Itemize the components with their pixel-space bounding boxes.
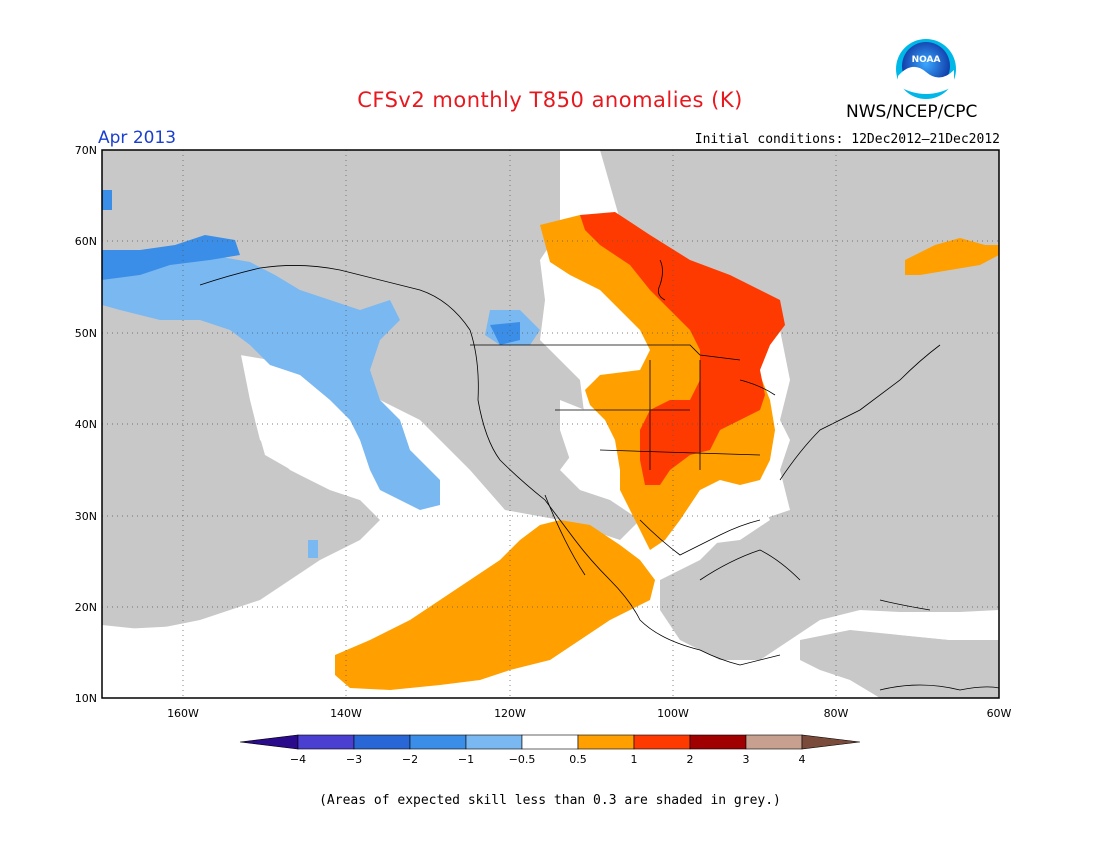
skill-note: (Areas of expected skill less than 0.3 a…	[319, 793, 781, 808]
colorbar-swatch	[353, 734, 411, 750]
colorbar-tick-label: 4	[799, 753, 806, 766]
lat-label: 50N	[75, 327, 97, 340]
coastlines	[199, 259, 999, 691]
colorbar-swatch	[297, 734, 355, 750]
lon-label: 100W	[657, 707, 689, 720]
lon-label: 80W	[824, 707, 849, 720]
colorbar-tick-label: 1	[631, 753, 638, 766]
colorbar-arrow-left	[239, 734, 299, 750]
colorbar-swatch	[577, 734, 635, 750]
lat-label: 70N	[75, 144, 97, 157]
colorbar-arrow-right	[801, 734, 861, 750]
lat-label: 40N	[75, 418, 97, 431]
colorbar-tick-label: 0.5	[569, 753, 587, 766]
map-area	[102, 150, 999, 698]
initial-conditions: Initial conditions: 12Dec2012–21Dec2012	[694, 132, 1000, 147]
positive-anomaly-area	[335, 212, 999, 690]
colorbar-swatch	[409, 734, 467, 750]
lat-label: 30N	[75, 510, 97, 523]
noaa-logo: NOAA	[896, 39, 956, 99]
noaa-logo-text: NOAA	[912, 55, 941, 65]
negative-anomaly-area	[102, 190, 540, 558]
colorbar-tick-label: −3	[346, 753, 362, 766]
lat-label: 20N	[75, 601, 97, 614]
longitude-labels: 160W 140W 120W 100W 80W 60W	[167, 707, 1011, 720]
lon-label: 140W	[330, 707, 362, 720]
forecast-period: Apr 2013	[98, 128, 177, 148]
colorbar-tick-label: −2	[402, 753, 418, 766]
colorbar-swatch	[689, 734, 747, 750]
colorbar-swatch	[465, 734, 523, 750]
colorbar-swatch	[521, 734, 579, 750]
colorbar-swatch	[633, 734, 691, 750]
latitude-labels: 70N 60N 50N 40N 30N 20N 10N	[75, 144, 97, 705]
colorbar-tick-label: −4	[290, 753, 306, 766]
lat-label: 10N	[75, 692, 97, 705]
colorbar-swatch	[745, 734, 803, 750]
agency-label: NWS/NCEP/CPC	[846, 102, 978, 122]
neutral-anomaly-area	[102, 265, 999, 698]
chart-title: CFSv2 monthly T850 anomalies (K)	[357, 88, 743, 112]
colorbar-tick-label: 3	[743, 753, 750, 766]
lon-label: 60W	[987, 707, 1012, 720]
colorbar-tick-label: 2	[687, 753, 694, 766]
colorbar-tick-label: −1	[458, 753, 474, 766]
colorbar-tick-label: −0.5	[509, 753, 536, 766]
lon-label: 160W	[167, 707, 199, 720]
lon-label: 120W	[494, 707, 526, 720]
colorbar: −4 −3 −2 −1 −0.5 0.5 1 2 3 4	[239, 734, 861, 766]
map-frame	[101, 149, 1000, 699]
lat-label: 60N	[75, 235, 97, 248]
